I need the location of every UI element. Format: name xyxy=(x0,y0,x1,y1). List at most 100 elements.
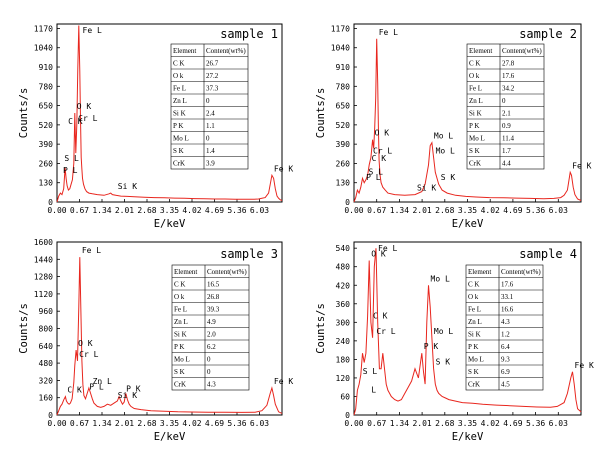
x-tick-label: 4.69 xyxy=(503,206,522,215)
x-tick-label: 1.34 xyxy=(92,206,111,215)
y-tick-label: 780 xyxy=(39,82,54,91)
peak-label: P L xyxy=(366,173,381,182)
y-axis-label: Counts/s xyxy=(315,88,327,139)
y-tick-label: 260 xyxy=(39,159,54,168)
table-cell-element: S K xyxy=(173,147,184,155)
x-tick-label: 4.69 xyxy=(205,419,224,428)
sample-title: sample 3 xyxy=(220,247,278,261)
table-cell-content: 2.1 xyxy=(502,110,511,118)
peak-label: Cr L xyxy=(78,114,97,123)
y-tick-label: 1600 xyxy=(34,238,53,247)
table-cell-content: 26.7 xyxy=(206,60,219,68)
table-cell-element: O k xyxy=(468,293,479,301)
y-tick-label: 780 xyxy=(336,82,351,91)
y-tick-label: 650 xyxy=(336,102,351,111)
table-cell-element: P K xyxy=(173,122,183,130)
table-cell-element: Si K xyxy=(468,331,481,339)
table-cell-content: 4.4 xyxy=(502,160,511,168)
table-header-cell: Content(wt%) xyxy=(207,268,247,276)
y-tick-label: 800 xyxy=(39,325,54,334)
y-tick-label: 1170 xyxy=(331,24,350,33)
peak-label: Fe K xyxy=(575,361,594,370)
composition-table: Element Content(wt%) C K 17.6 O k 33.1 Fe L 16.… xyxy=(465,264,544,391)
x-tick-label: 4.02 xyxy=(182,419,201,428)
x-tick-label: 2.01 xyxy=(412,206,431,215)
x-axis-label: E/keV xyxy=(154,431,186,443)
x-tick-label: 3.35 xyxy=(458,206,477,215)
table-cell-content: 1.4 xyxy=(206,147,215,155)
table-cell-content: 6.2 xyxy=(207,343,216,351)
table-cell-element: C K xyxy=(173,60,184,68)
spectrum-line xyxy=(56,25,283,203)
y-tick-label: 1170 xyxy=(34,24,53,33)
x-tick-label: 5.36 xyxy=(227,206,246,215)
table-cell-content: 37.3 xyxy=(206,85,219,93)
peak-label: P K xyxy=(126,385,141,394)
x-tick-label: 2.01 xyxy=(412,419,431,428)
table-cell-element: C K xyxy=(469,60,480,68)
composition-table: Element Content(wt%) C K 16.5 O k 26.8 Fe L 39.… xyxy=(171,264,250,391)
composition-table: Element Content(wt%) C K 27.8 O k 17.6 Fe L 34.… xyxy=(466,43,545,170)
peak-label: Zn L xyxy=(93,377,112,386)
table-cell-element: Mo L xyxy=(469,135,485,143)
x-tick-label: 0.00 xyxy=(344,206,363,215)
table-header-cell: Content(wt%) xyxy=(501,268,541,276)
peak-label: Fe L xyxy=(82,246,101,255)
table-cell-content: 2.4 xyxy=(206,110,215,118)
table-cell-content: 16.6 xyxy=(501,306,514,314)
table-cell-element: Mo L xyxy=(173,135,189,143)
y-tick-label: 650 xyxy=(39,102,54,111)
y-tick-label: 420 xyxy=(336,281,351,290)
y-tick-label: 180 xyxy=(336,355,351,364)
y-tick-label: 480 xyxy=(39,359,54,368)
peak-label: C K xyxy=(67,386,82,395)
table-cell-content: 4.3 xyxy=(207,381,216,389)
table-cell-element: CrK xyxy=(468,381,480,389)
y-tick-label: 0 xyxy=(48,198,53,207)
y-tick-label: 540 xyxy=(336,244,351,253)
peak-label: S L xyxy=(363,367,378,376)
peak-label: S K xyxy=(441,173,456,182)
table-cell-content: 27.2 xyxy=(206,72,219,80)
table-cell-element: Si K xyxy=(174,331,187,339)
table-cell-content: 6.9 xyxy=(501,368,510,376)
peak-label: Cr L xyxy=(79,350,98,359)
x-tick-label: 3.35 xyxy=(160,206,179,215)
peak-label: O K xyxy=(77,102,92,111)
y-axis-label: Counts/s xyxy=(315,303,327,354)
table-cell-element: P K xyxy=(468,343,478,351)
table-header-cell: Element xyxy=(469,47,492,55)
y-axis-label: Counts/s xyxy=(18,303,30,354)
table-cell-element: C K xyxy=(468,281,479,289)
x-tick-label: 5.36 xyxy=(526,419,545,428)
table-cell-content: 17.6 xyxy=(502,72,515,80)
x-tick-label: 4.69 xyxy=(503,419,522,428)
table-cell-content: 1.2 xyxy=(501,331,510,339)
y-tick-label: 160 xyxy=(39,394,54,403)
x-tick-label: 3.35 xyxy=(458,419,477,428)
table-cell-element: Fe L xyxy=(173,85,186,93)
table-cell-element: O k xyxy=(173,72,184,80)
peak-label: C K xyxy=(373,311,388,320)
table-cell-element: Si K xyxy=(173,110,186,118)
x-tick-label: 6.03 xyxy=(549,419,568,428)
table-cell-content: 34.2 xyxy=(502,85,515,93)
x-tick-label: 0.00 xyxy=(47,206,66,215)
x-tick-label: 5.36 xyxy=(227,419,246,428)
x-tick-label: 4.69 xyxy=(205,206,224,215)
table-cell-content: 0 xyxy=(206,97,210,105)
y-tick-label: 480 xyxy=(336,263,351,272)
x-tick-label: 2.01 xyxy=(115,206,134,215)
y-tick-label: 520 xyxy=(39,121,54,130)
y-tick-label: 360 xyxy=(336,300,351,309)
y-tick-label: 0 xyxy=(345,411,350,420)
peak-label: P K xyxy=(424,342,439,351)
peak-label: O K xyxy=(375,129,390,138)
table-cell-element: S K xyxy=(469,147,480,155)
table-cell-content: 0 xyxy=(502,97,506,105)
sample-title: sample 4 xyxy=(519,247,577,261)
y-tick-label: 60 xyxy=(340,392,350,401)
table-cell-element: S K xyxy=(174,368,185,376)
